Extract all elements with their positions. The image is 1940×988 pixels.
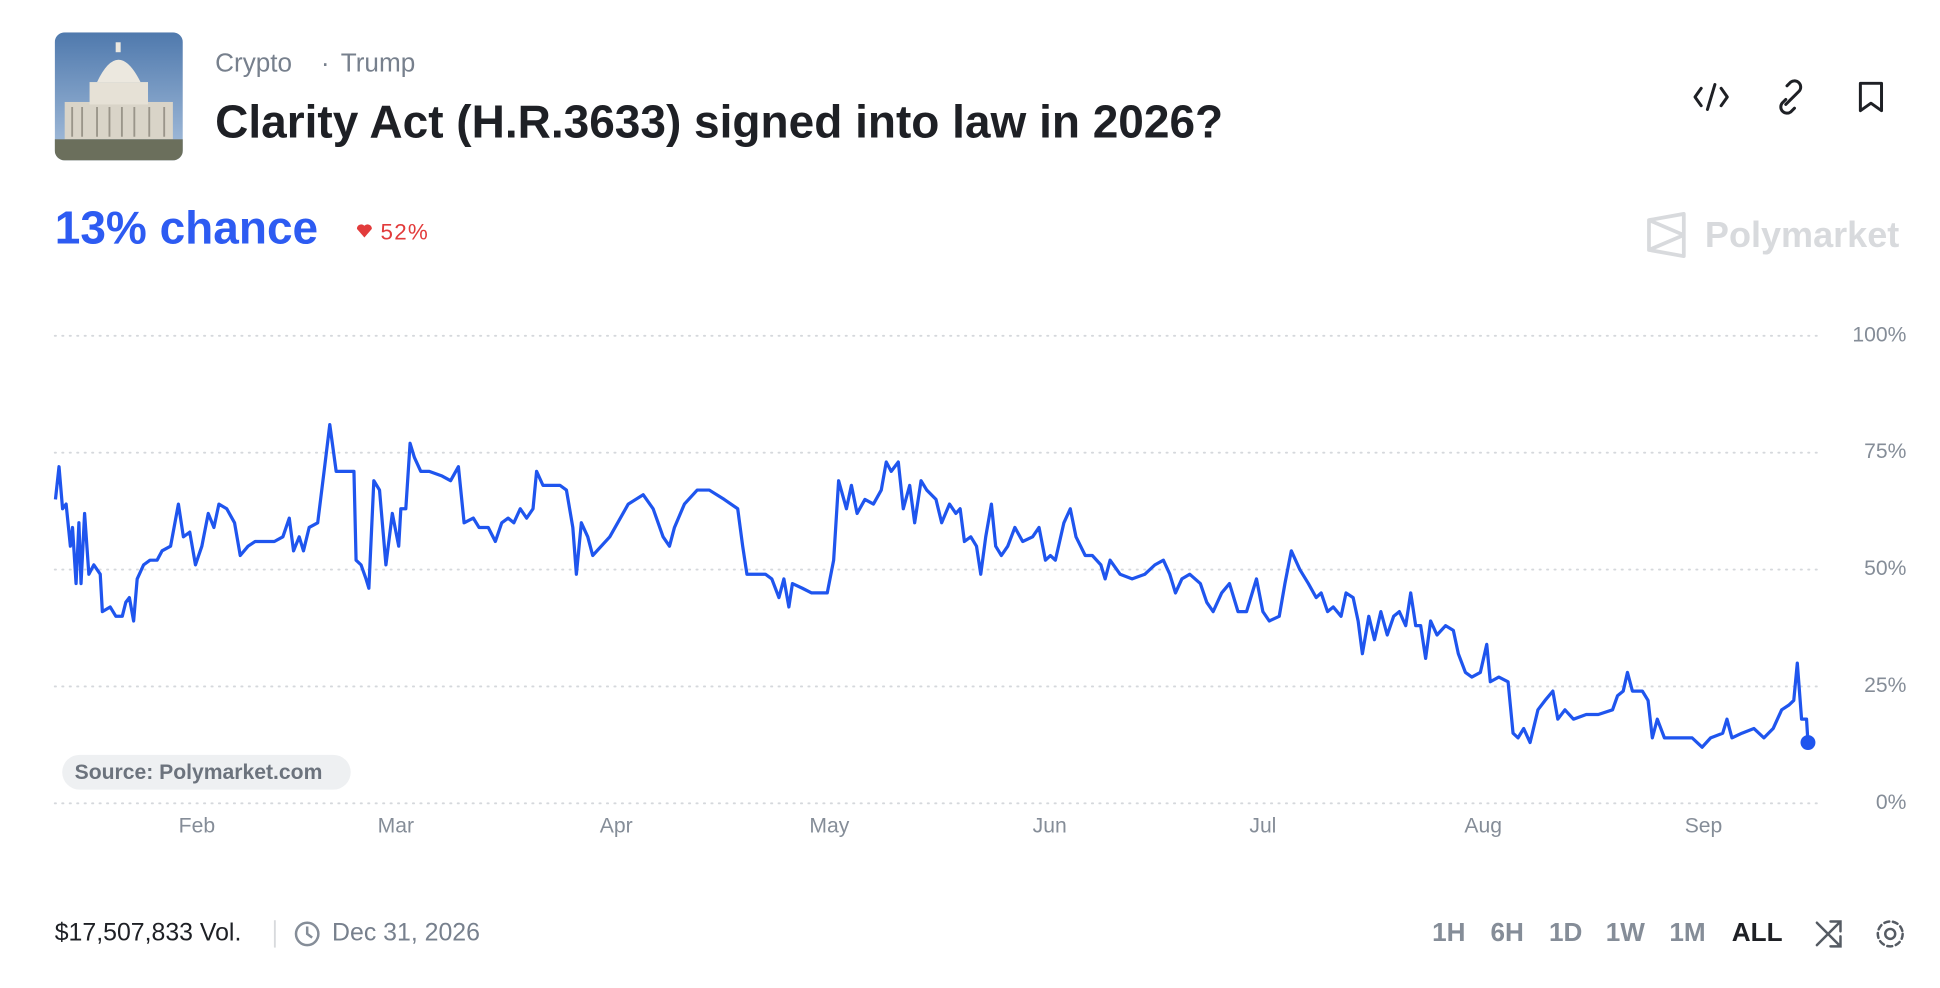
brand-logo <box>1647 212 1686 259</box>
shuffle-icon[interactable] <box>1815 920 1842 948</box>
range-button[interactable]: 1M <box>1669 917 1705 947</box>
y-tick-label: 50% <box>1864 557 1906 580</box>
end-date: Dec 31, 2026 <box>332 918 480 946</box>
y-tick-label: 0% <box>1876 791 1907 814</box>
change: 52% <box>381 220 430 245</box>
clock-icon <box>294 921 320 947</box>
current-point <box>1800 735 1816 751</box>
chance: 13% chance <box>55 201 318 253</box>
range-button[interactable]: 1D <box>1549 917 1582 947</box>
y-tick-label: 100% <box>1852 323 1906 346</box>
tag-separator: · <box>321 48 330 78</box>
x-tick-label: Jun <box>1033 815 1067 838</box>
market-image <box>54 32 183 161</box>
price-line <box>53 422 1810 749</box>
chart: 0% 25% 50% 75% 100% Feb Mar Apr May Jun Jul Aug Sep <box>53 323 1907 838</box>
range-button[interactable]: 1W <box>1606 917 1646 947</box>
settings-icon[interactable] <box>1876 920 1904 948</box>
x-tick-label: Aug <box>1464 815 1502 838</box>
brand-watermark: Polymarket <box>1705 214 1899 255</box>
bookmark-icon[interactable] <box>1858 81 1884 113</box>
tag[interactable]: Crypto <box>215 48 292 78</box>
source: Source: Polymarket.com <box>75 761 323 784</box>
source-badge <box>62 754 351 790</box>
change-icon <box>356 224 372 238</box>
x-tick-label: Sep <box>1685 815 1723 838</box>
y-tick-label: 75% <box>1864 440 1906 463</box>
x-tick-label: May <box>809 815 849 838</box>
tag[interactable]: Trump <box>341 48 415 78</box>
x-tick-label: Jul <box>1249 815 1276 838</box>
volume: $17,507,833 Vol. <box>55 918 242 946</box>
y-tick-label: 25% <box>1864 674 1906 697</box>
range-button[interactable]: 1H <box>1432 917 1465 947</box>
x-tick-label: Mar <box>378 815 414 838</box>
range-button[interactable]: ALL <box>1732 917 1783 947</box>
x-tick-label: Feb <box>179 815 215 838</box>
range-buttons: 1H 6H 1D 1W 1M ALL <box>1432 917 1783 947</box>
range-button[interactable]: 6H <box>1491 917 1524 947</box>
x-tick-label: Apr <box>600 815 633 838</box>
link-icon[interactable] <box>1779 79 1803 115</box>
market-title: Clarity Act (H.R.3633) signed into law i… <box>215 96 1223 148</box>
embed-icon[interactable] <box>1693 83 1729 111</box>
